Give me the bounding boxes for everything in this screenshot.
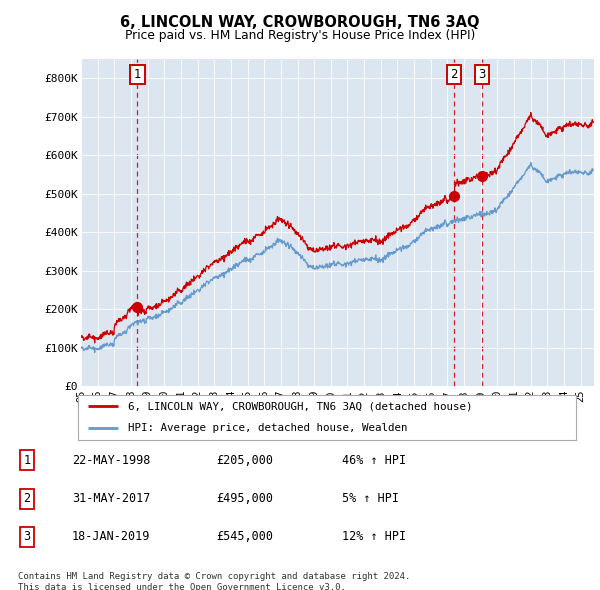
Text: £495,000: £495,000 — [216, 492, 273, 505]
Text: 22-MAY-1998: 22-MAY-1998 — [72, 454, 151, 467]
Text: 2: 2 — [23, 492, 31, 505]
Text: 3: 3 — [23, 530, 31, 543]
Text: 5% ↑ HPI: 5% ↑ HPI — [342, 492, 399, 505]
Text: 3: 3 — [478, 68, 485, 81]
Text: 6, LINCOLN WAY, CROWBOROUGH, TN6 3AQ: 6, LINCOLN WAY, CROWBOROUGH, TN6 3AQ — [120, 15, 480, 30]
Text: £205,000: £205,000 — [216, 454, 273, 467]
Text: 1: 1 — [134, 68, 141, 81]
Text: £545,000: £545,000 — [216, 530, 273, 543]
Text: 6, LINCOLN WAY, CROWBOROUGH, TN6 3AQ (detached house): 6, LINCOLN WAY, CROWBOROUGH, TN6 3AQ (de… — [128, 401, 472, 411]
Text: Contains HM Land Registry data © Crown copyright and database right 2024.
This d: Contains HM Land Registry data © Crown c… — [18, 572, 410, 590]
Text: 1: 1 — [23, 454, 31, 467]
Text: 31-MAY-2017: 31-MAY-2017 — [72, 492, 151, 505]
Text: 46% ↑ HPI: 46% ↑ HPI — [342, 454, 406, 467]
Text: HPI: Average price, detached house, Wealden: HPI: Average price, detached house, Weal… — [128, 424, 407, 434]
Text: 18-JAN-2019: 18-JAN-2019 — [72, 530, 151, 543]
Text: 2: 2 — [451, 68, 458, 81]
Text: Price paid vs. HM Land Registry's House Price Index (HPI): Price paid vs. HM Land Registry's House … — [125, 30, 475, 42]
Text: 12% ↑ HPI: 12% ↑ HPI — [342, 530, 406, 543]
